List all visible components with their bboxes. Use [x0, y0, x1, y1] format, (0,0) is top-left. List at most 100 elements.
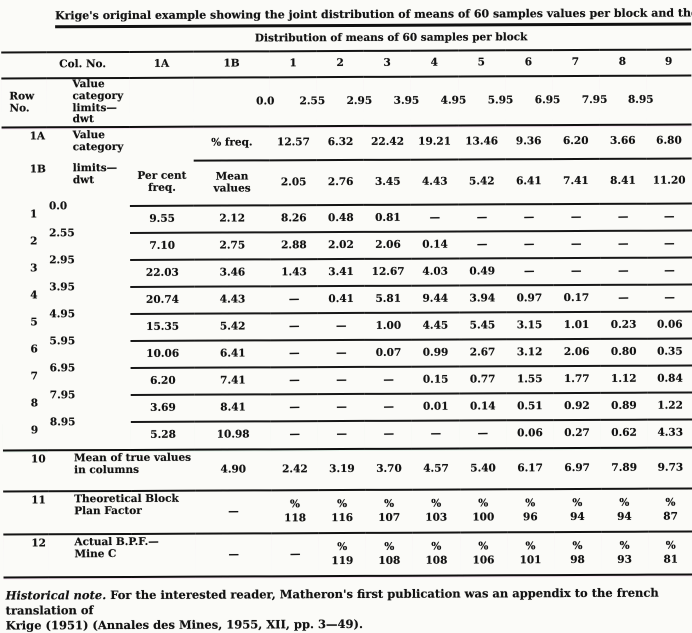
freq-value: 13.46: [458, 125, 506, 160]
cell-value: 1.12: [600, 365, 648, 393]
cell-value: —: [552, 203, 600, 232]
mean-value: 6.41: [505, 159, 553, 205]
mean-value: 11.20: [646, 158, 692, 204]
mean-value: 7.41: [194, 367, 272, 395]
pct-freq-header-line2: freq.: [148, 181, 176, 194]
pct-freq-value: 15.35: [130, 313, 195, 341]
historical-note-line2: Krige (1951) (Annales des Mines, 1955, X…: [5, 616, 363, 633]
true-mean-value: 3.19: [318, 448, 366, 491]
cell-value: 0.06: [647, 311, 692, 339]
cell-value: 0.23: [600, 311, 648, 339]
percent-sign: %: [290, 498, 301, 511]
row-number: 1B: [29, 163, 46, 176]
bpf-number: 118: [284, 511, 307, 524]
row-number: 5: [30, 316, 38, 329]
percent-sign: %: [478, 497, 489, 510]
percent-sign: %: [478, 540, 489, 553]
cell-value: —: [505, 258, 553, 286]
value-category-label-line1: Value: [72, 129, 105, 142]
freq-value: 6.80: [646, 124, 692, 159]
category-limit-cell: 6.95: [48, 341, 131, 374]
category-limit-cell: 7.95: [48, 368, 131, 401]
row-number: 7: [30, 370, 38, 383]
pct-freq-value: 22.03: [130, 259, 195, 287]
cell-value: 1.22: [647, 392, 692, 420]
table-row: 3 3.95 22.03 3.46 1.43 3.41 12.67 4.03 0…: [2, 257, 692, 294]
cell-value: 3.94: [458, 285, 506, 313]
cell-value: —: [365, 366, 413, 394]
historical-note-lead: Historical note.: [5, 588, 107, 603]
cell-value: 0.92: [553, 392, 601, 421]
mean-value: 8.41: [194, 394, 272, 422]
column-limit: 4.95: [440, 94, 467, 107]
mean-value: 2.76: [317, 159, 365, 206]
pct-freq-value: 10.06: [130, 340, 195, 368]
mean-value: 5.42: [458, 159, 506, 205]
cell-value: —: [458, 204, 506, 232]
cell-value: 0.51: [506, 393, 554, 421]
percent-sign: %: [431, 497, 442, 511]
bpf-number: 101: [519, 553, 542, 566]
row-11-label-line2: Plan Factor: [74, 504, 142, 517]
table-body: 1 2.55 9.55 2.12 8.26 0.48 0.81 — — — — …: [2, 203, 692, 451]
column-limit: 3.95: [393, 94, 420, 107]
cell-value: 0.27: [553, 419, 601, 449]
row-11-label: Theoretical Block Plan Factor: [48, 490, 196, 535]
col-header: 1A: [129, 51, 194, 78]
bpf-value: % 106: [459, 532, 508, 576]
mean-value: 3.45: [364, 159, 412, 205]
cell-value: 0.49: [458, 258, 506, 286]
row-number: 3: [30, 262, 38, 275]
col-header: 6: [504, 50, 552, 77]
cell-value: 12.67: [364, 258, 412, 286]
mean-values-column-header: Mean values: [193, 160, 271, 206]
cell-value: 2.67: [458, 339, 507, 367]
row-10-label: Mean of true values in columns: [48, 449, 196, 492]
bpf-number: 94: [617, 510, 632, 523]
cell-value: —: [365, 420, 413, 449]
bpf-value: % 100: [459, 489, 507, 533]
true-mean-value: 5.40: [459, 448, 507, 490]
span-header: Distribution of means of 60 samples per …: [1, 26, 692, 53]
historical-note-line1: Historical note. For the interested read…: [6, 585, 692, 618]
bpf-value: % 101: [506, 532, 555, 576]
category-limit-cell: 8.95: [48, 395, 131, 428]
percent-sign: %: [431, 540, 442, 554]
cell-value: 0.14: [459, 393, 507, 421]
mean-values-header-line1: Mean: [215, 170, 249, 183]
column-limit: 0.0: [256, 94, 275, 108]
cell-value: 0.97: [505, 285, 553, 313]
overall-mean-value: 4.90: [195, 449, 272, 491]
cell-value: —: [365, 393, 413, 421]
category-limit-cell: 4.95: [47, 287, 130, 320]
cell-value: 3.12: [506, 339, 554, 367]
row-11-theoretical-bpf: 11 Theoretical Block Plan Factor — % 118 …: [3, 488, 692, 535]
cell-value: 2.06: [364, 231, 412, 259]
cell-value: 0.14: [411, 231, 459, 259]
bpf-value: % 96: [506, 489, 554, 533]
row-no-header: Row No.: [1, 78, 47, 128]
cell-value: 1.43: [270, 259, 318, 287]
row-number: 10: [2, 450, 49, 492]
cell-value: 4.45: [411, 312, 459, 340]
category-limit-cell: [47, 421, 132, 451]
col-header: 9: [645, 49, 692, 76]
dash: —: [271, 533, 319, 577]
bpf-number: 100: [472, 510, 495, 523]
pct-freq-value: 20.74: [130, 286, 195, 314]
cell-value: 2.88: [270, 232, 318, 260]
cell-value: —: [271, 394, 319, 422]
value-category-header: Value category limits—dwt: [46, 77, 130, 128]
bpf-value: % 87: [647, 488, 692, 532]
bpf-number: 108: [425, 554, 448, 567]
cell-value: —: [411, 204, 459, 232]
freq-value: 19.21: [411, 125, 459, 160]
mean-values-header-line2: values: [213, 181, 251, 195]
bpf-value: % 119: [318, 532, 366, 577]
cell-value: 0.48: [317, 204, 365, 233]
cell-value: 4.03: [411, 258, 459, 286]
row-no-header-line2: No.: [9, 101, 30, 114]
bpf-value: % 94: [600, 488, 649, 532]
freq-value: 12.57: [269, 126, 318, 161]
